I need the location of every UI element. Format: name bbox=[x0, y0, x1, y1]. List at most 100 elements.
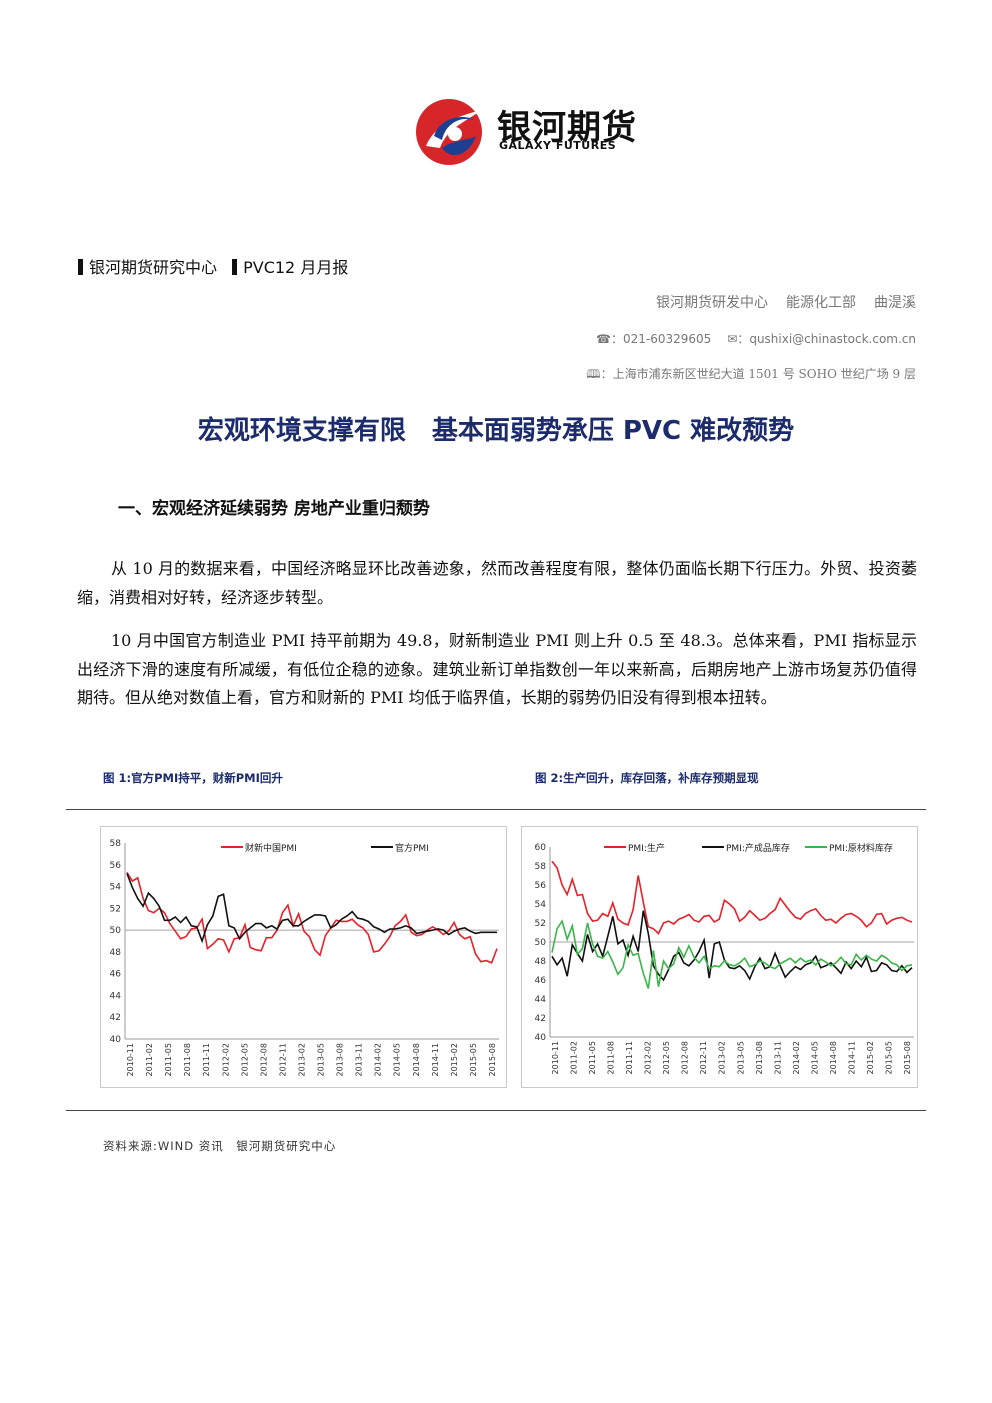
x-tick-label: 2013-05 bbox=[736, 1041, 745, 1074]
logo-english-name: GALAXY FUTURES bbox=[499, 139, 617, 152]
report-name-label: PVC12 月月报 bbox=[243, 258, 349, 277]
series-line-3 bbox=[551, 919, 913, 989]
y-tick-label: 40 bbox=[110, 1035, 122, 1045]
author-group: 能源化工部 bbox=[786, 295, 856, 311]
x-tick-label: 2012-02 bbox=[221, 1043, 230, 1076]
x-tick-label: 2014-08 bbox=[829, 1041, 838, 1074]
series-line-2 bbox=[126, 873, 497, 944]
chart-2-pmi-components: 40 42 44 46 48 50 52 54 56 58 60 2010-11 2011-02 2011… bbox=[521, 826, 918, 1088]
y-tick-label: 56 bbox=[110, 861, 122, 871]
x-tick-label: 2013-02 bbox=[297, 1043, 306, 1076]
report-title: 宏观环境支撑有限 基本面弱势承压 PVC 难改颓势 bbox=[197, 416, 795, 446]
x-tick-label: 2013-02 bbox=[718, 1041, 727, 1074]
section-heading: 一、宏观经济延续弱势 房地产业重归颓势 bbox=[118, 499, 430, 519]
x-tick-label: 2015-02 bbox=[450, 1043, 459, 1076]
x-tick-label: 2012-08 bbox=[259, 1043, 268, 1076]
x-tick-label: 2014-05 bbox=[810, 1041, 819, 1074]
x-tick-label: 2011-05 bbox=[588, 1041, 597, 1074]
research-center-label: 银河期货研究中心 bbox=[89, 258, 218, 277]
x-tick-label: 2011-08 bbox=[607, 1041, 616, 1074]
series-line-2 bbox=[551, 910, 913, 982]
legend-label: 财新中国PMI bbox=[245, 842, 297, 854]
series-line-1 bbox=[126, 871, 498, 964]
x-tick-label: 2014-11 bbox=[431, 1043, 440, 1076]
report-header: 银河期货研究中心 PVC12 月月报 bbox=[78, 254, 348, 278]
x-tick-label: 2015-05 bbox=[469, 1043, 478, 1076]
author-dept: 银河期货研发中心 bbox=[656, 295, 768, 311]
chart-1-pmi: 40 42 44 46 48 50 52 54 56 58 2010-11 2011-02 2011-0… bbox=[110, 839, 499, 1076]
x-tick-label: 2013-08 bbox=[755, 1041, 764, 1074]
x-tick-label: 2012-02 bbox=[644, 1041, 653, 1074]
x-tick-label: 2014-08 bbox=[412, 1043, 421, 1076]
x-tick-label: 2015-08 bbox=[903, 1041, 912, 1074]
x-tick-label: 2013-08 bbox=[336, 1043, 345, 1076]
y-tick-label: 54 bbox=[110, 883, 122, 893]
x-tick-label: 2013-11 bbox=[355, 1043, 364, 1076]
figure-1-caption: 图 1:官方PMI持平，财新PMI回升 bbox=[103, 771, 283, 785]
author-name: 曲湜溪 bbox=[874, 295, 916, 311]
y-tick-label: 52 bbox=[535, 919, 546, 929]
x-tick-label: 2014-02 bbox=[792, 1041, 801, 1074]
x-tick-label: 2011-11 bbox=[625, 1041, 634, 1074]
x-tick-label: 2010-11 bbox=[126, 1043, 135, 1076]
x-tick-label: 2013-05 bbox=[317, 1043, 326, 1076]
galaxy-futures-logo bbox=[416, 99, 482, 165]
y-tick-label: 50 bbox=[535, 938, 547, 948]
y-tick-label: 42 bbox=[535, 1014, 546, 1024]
source-note: 资料来源:WIND 资讯 银河期货研究中心 bbox=[103, 1139, 337, 1153]
y-tick-label: 48 bbox=[535, 957, 547, 967]
legend-label: PMI:原材料库存 bbox=[829, 842, 893, 854]
y-tick-label: 40 bbox=[535, 1033, 547, 1043]
x-tick-label: 2014-02 bbox=[374, 1043, 383, 1076]
x-tick-label: 2011-02 bbox=[145, 1043, 154, 1076]
x-tick-label: 2011-05 bbox=[164, 1043, 173, 1076]
phone-text: ☎：021-60329605 bbox=[596, 332, 712, 346]
y-tick-label: 44 bbox=[535, 995, 547, 1005]
y-tick-label: 48 bbox=[110, 948, 122, 958]
address-text: 🕮：上海市浦东新区世纪大道 1501 号 SOHO 世纪广场 9 层 bbox=[586, 367, 916, 381]
y-tick-label: 46 bbox=[110, 970, 122, 980]
figure-2-caption: 图 2:生产回升，库存回落，补库存预期显现 bbox=[535, 771, 759, 785]
chart-2-pmi-components-svg: 40 42 44 46 48 50 52 54 56 58 60 2010-11 2011-02 2011… bbox=[535, 842, 914, 1074]
x-tick-label: 2011-02 bbox=[570, 1041, 579, 1074]
y-tick-label: 58 bbox=[110, 839, 122, 849]
y-tick-label: 52 bbox=[110, 904, 121, 914]
y-tick-label: 60 bbox=[535, 843, 547, 853]
x-tick-label: 2011-08 bbox=[183, 1043, 192, 1076]
logo-chinese-name: 银河期货 bbox=[497, 108, 637, 148]
x-tick-label: 2012-11 bbox=[278, 1043, 287, 1076]
header-bar-marker bbox=[232, 259, 238, 275]
y-tick-label: 44 bbox=[110, 991, 122, 1001]
legend-label: PMI:生产 bbox=[628, 842, 665, 854]
legend-label: PMI:产成品库存 bbox=[726, 842, 790, 854]
x-tick-label: 2012-05 bbox=[662, 1041, 671, 1074]
figure-top-rule bbox=[66, 809, 926, 810]
y-tick-label: 56 bbox=[535, 881, 547, 891]
x-tick-label: 2013-11 bbox=[773, 1041, 782, 1074]
paragraph-2: 10 月中国官方制造业 PMI 持平前期为 49.8，财新制造业 PMI 则上升… bbox=[77, 631, 917, 707]
email-text: ✉：qushixi@chinastock.com.cn bbox=[727, 332, 916, 346]
chart-1-frame: 40 42 44 46 48 50 52 54 56 58 2010-11 2011-02 2011-0… bbox=[100, 826, 507, 1088]
figure-bottom-rule bbox=[66, 1110, 926, 1111]
x-tick-label: 2012-11 bbox=[699, 1041, 708, 1074]
x-tick-label: 2015-02 bbox=[866, 1041, 875, 1074]
x-tick-label: 2012-08 bbox=[681, 1041, 690, 1074]
x-tick-label: 2010-11 bbox=[551, 1041, 560, 1074]
author-line: 银河期货研发中心 能源化工部 曲湜溪 bbox=[638, 292, 916, 312]
y-tick-label: 42 bbox=[110, 1013, 121, 1023]
y-tick-label: 46 bbox=[535, 976, 547, 986]
header-bar-marker bbox=[78, 259, 83, 275]
paragraph-1: 从 10 月的数据来看，中国经济略显环比改善迹象，然而改善程度有限，整体仍面临长… bbox=[77, 559, 917, 607]
x-tick-label: 2015-08 bbox=[488, 1043, 497, 1076]
contact-line: ☎：021-60329605 ✉：qushixi@chinastock.com.c… bbox=[580, 330, 916, 347]
y-tick-label: 58 bbox=[535, 862, 547, 872]
series-line-1 bbox=[551, 860, 913, 935]
y-tick-label: 50 bbox=[110, 926, 122, 936]
x-tick-label: 2011-11 bbox=[202, 1043, 211, 1076]
x-tick-label: 2014-11 bbox=[847, 1041, 856, 1074]
y-tick-label: 54 bbox=[535, 900, 547, 910]
x-tick-label: 2012-05 bbox=[240, 1043, 249, 1076]
legend-label: 官方PMI bbox=[395, 842, 429, 854]
x-tick-label: 2015-05 bbox=[884, 1041, 893, 1074]
x-tick-label: 2014-05 bbox=[393, 1043, 402, 1076]
